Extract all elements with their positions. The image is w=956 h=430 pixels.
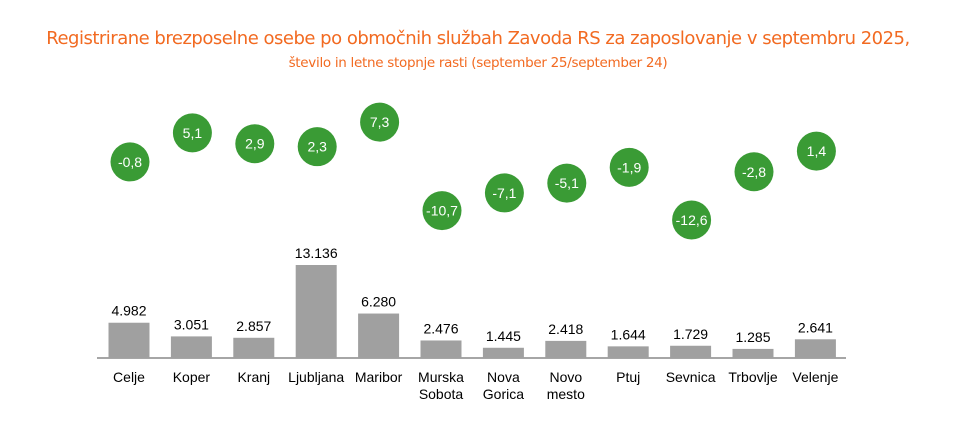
bar [794, 339, 836, 358]
growth-rate-marker [734, 152, 774, 192]
x-tick-label: Nova [487, 369, 520, 385]
bar [670, 345, 712, 358]
growth-rate-label: 5,1 [183, 125, 203, 141]
bar [545, 340, 587, 358]
bar [420, 340, 462, 358]
bar-value-label: 1.644 [611, 326, 646, 342]
bar-value-label: 2.641 [798, 319, 833, 335]
growth-rate-label: 1,4 [807, 143, 827, 159]
growth-rate-label: -7,1 [492, 185, 516, 201]
bar [358, 313, 400, 358]
x-tick-label: Velenje [792, 369, 838, 385]
x-tick-label: Celje [113, 369, 145, 385]
x-tick-label: Kranj [237, 369, 270, 385]
bar [233, 337, 275, 358]
x-tick-label: Maribor [355, 369, 403, 385]
bar [295, 265, 337, 358]
x-tick-label: mesto [547, 386, 585, 402]
bar-value-label: 4.982 [111, 303, 146, 319]
growth-rate-marker [235, 124, 275, 164]
x-tick-label: Sobota [419, 386, 464, 402]
bar [607, 346, 649, 358]
x-tick-label: Gorica [483, 386, 524, 402]
growth-rate-label: -0,8 [118, 154, 142, 170]
growth-rate-marker [484, 173, 524, 213]
x-tick-label: Trbovlje [728, 369, 777, 385]
growth-rate-label: 2,3 [307, 139, 327, 155]
growth-rate-label: -1,9 [617, 159, 641, 175]
growth-rate-marker [297, 127, 337, 167]
bar-value-label: 2.857 [236, 318, 271, 334]
x-tick-label: Murska [418, 369, 464, 385]
bar-value-label: 6.280 [361, 294, 396, 310]
bar-value-label: 1.729 [673, 326, 708, 342]
growth-rate-marker [172, 113, 212, 153]
bar-value-label: 1.285 [735, 329, 770, 345]
x-tick-label: Koper [173, 369, 211, 385]
bar [482, 347, 524, 358]
x-tick-label: Ptuj [616, 369, 640, 385]
growth-rate-label: -12,6 [676, 212, 708, 228]
growth-rate-marker [110, 142, 150, 182]
growth-rate-marker [422, 191, 462, 231]
growth-rate-marker [360, 102, 400, 142]
growth-rate-label: -5,1 [555, 175, 579, 191]
bar-value-label: 1.445 [486, 328, 521, 344]
x-tick-label: Sevnica [666, 369, 716, 385]
bar-value-label: 3.051 [174, 316, 209, 332]
chart-title: Registrirane brezposelne osebe po območn… [46, 28, 910, 49]
bar-value-label: 2.476 [423, 320, 458, 336]
growth-rate-label: 2,9 [245, 136, 265, 152]
bar-value-label: 2.418 [548, 321, 583, 337]
bar [170, 336, 212, 358]
growth-rate-marker [609, 147, 649, 187]
bar [732, 348, 774, 358]
bar-value-label: 13.136 [295, 245, 338, 261]
chart-subtitle: število in letne stopnje rasti (septembe… [288, 55, 668, 71]
growth-rate-label: -10,7 [426, 203, 458, 219]
x-tick-label: Ljubljana [288, 369, 344, 385]
growth-rate-label: -2,8 [742, 164, 766, 180]
x-tick-label: Novo [549, 369, 582, 385]
bar [108, 322, 150, 358]
growth-rate-label: 7,3 [370, 114, 390, 130]
growth-rate-marker [796, 131, 836, 171]
growth-rate-marker [672, 200, 712, 240]
growth-rate-marker [547, 163, 587, 203]
